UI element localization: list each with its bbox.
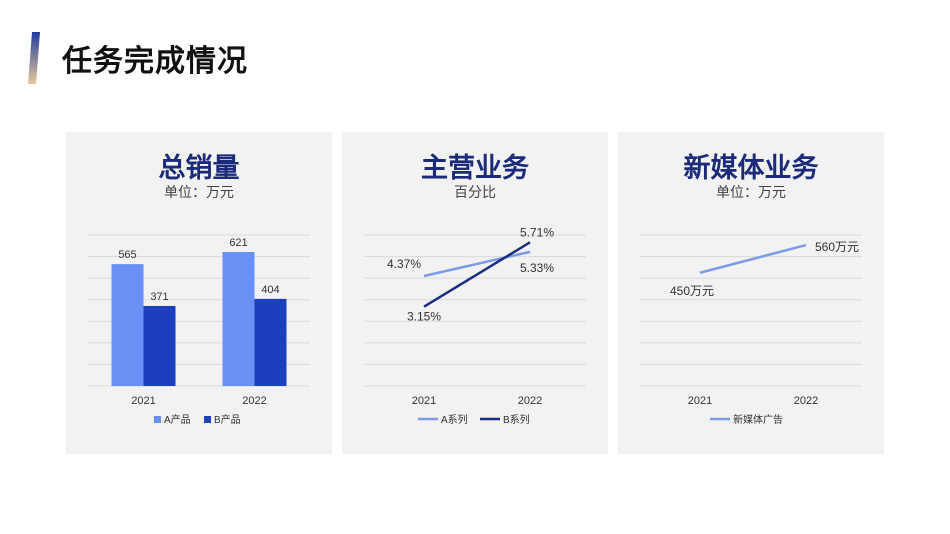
legend-label: 新媒体广告 (733, 413, 783, 426)
chart-subtitle: 单位：万元 (716, 185, 786, 201)
bar (254, 298, 287, 386)
series-line (423, 250, 531, 278)
series-line (699, 243, 807, 274)
legend-label: A系列 (441, 413, 468, 426)
main-business-chart-card: 主营业务 百分比 2021 2022 4.37% 5.33% 3.15% 5.71% A系列… (342, 132, 608, 454)
legend-label: B产品 (214, 413, 241, 426)
legend-label: A产品 (164, 413, 191, 426)
bar (143, 305, 176, 386)
x-tick-label: 2021 (412, 395, 436, 407)
x-tick-label: 2022 (242, 395, 266, 407)
legend-swatch (204, 416, 211, 423)
data-label: 371 (150, 291, 168, 303)
sales-bar-chart: 565 371 2021 621 404 2022 A产品 B产品 (88, 234, 310, 426)
series-line (423, 241, 531, 308)
data-label: 621 (229, 237, 247, 249)
data-label: 5.33% (520, 261, 554, 275)
data-label: 450万元 (670, 284, 714, 298)
title-accent-bar (28, 32, 40, 84)
data-label: 404 (261, 284, 279, 296)
x-tick-label: 2021 (688, 395, 712, 407)
data-label: 5.71% (520, 225, 554, 239)
page-title: 任务完成情况 (62, 44, 248, 79)
x-tick-label: 2021 (131, 395, 155, 407)
sales-chart-card: 总销量 单位：万元 565 371 2021 621 404 2022 A产品 B产品 (66, 132, 332, 454)
legend-swatch (154, 416, 161, 423)
chart-title: 新媒体业务 (683, 153, 819, 184)
data-label: 560万元 (815, 240, 859, 254)
legend-label: B系列 (503, 413, 530, 426)
chart-subtitle: 单位：万元 (164, 185, 234, 201)
chart-title: 总销量 (158, 153, 240, 184)
data-label: 3.15% (407, 310, 441, 324)
bar (111, 264, 144, 386)
main-business-line-chart: 2021 2022 4.37% 5.33% 3.15% 5.71% A系列 B系列 (364, 225, 586, 426)
data-label: 4.37% (387, 257, 421, 271)
bar (222, 252, 255, 386)
new-media-chart-card: 新媒体业务 单位：万元 2021 2022 450万元 560万元新媒体广告 (618, 132, 884, 454)
x-tick-label: 2022 (794, 395, 818, 407)
data-label: 565 (118, 249, 136, 261)
chart-title: 主营业务 (421, 153, 529, 184)
x-tick-label: 2022 (518, 395, 542, 407)
chart-subtitle: 百分比 (454, 185, 496, 201)
